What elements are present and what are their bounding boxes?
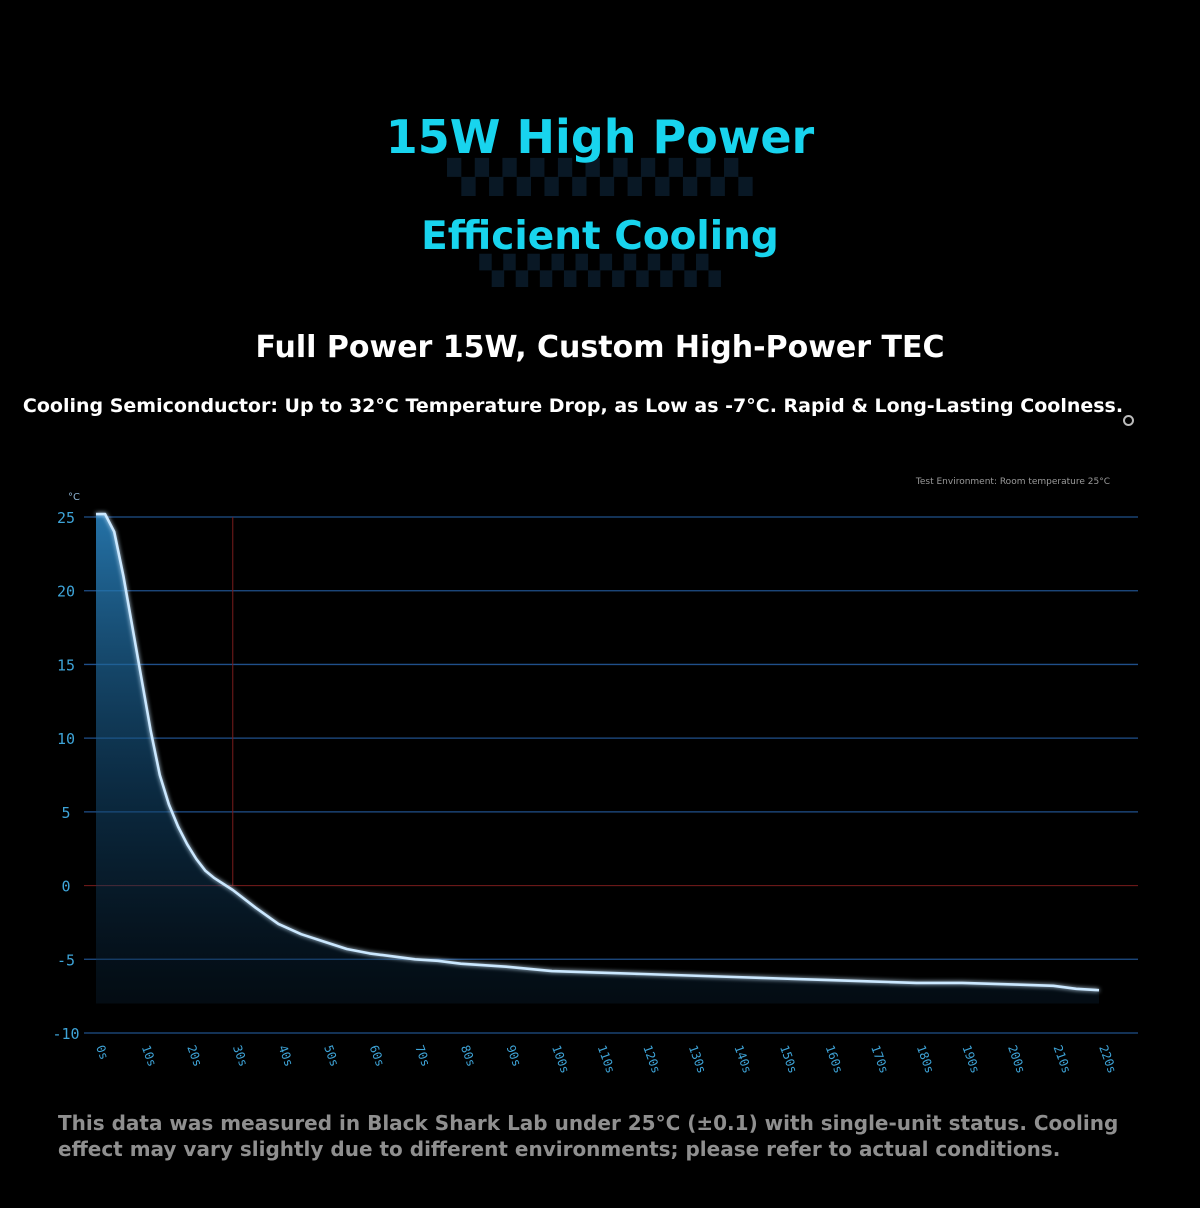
x-tick-label: 60s — [367, 1043, 388, 1068]
temperature-curve — [96, 512, 1100, 992]
headline-subtitle: Efficient Cooling — [421, 214, 779, 259]
y-tick-label: 25 — [57, 509, 75, 527]
headline-title: 15W High Power — [385, 110, 815, 164]
x-tick-label: 30s — [230, 1043, 251, 1068]
y-tick-label: -10 — [52, 1025, 79, 1043]
x-tick-label: 40s — [276, 1043, 297, 1068]
y-axis-ticks: 25 20 15 10 5 0 -5 -10 — [52, 509, 79, 1043]
x-tick-label: 90s — [503, 1043, 524, 1068]
headline-reflection: ▚▚▚▚▚▚▚▚▚▚▚ — [447, 158, 753, 196]
y-axis-unit-label: °C — [68, 492, 80, 503]
x-tick-label: 10s — [139, 1043, 160, 1068]
x-tick-label: 110s — [595, 1043, 618, 1075]
x-axis-ticks: 0s 10s 20s 30s 40s 50s 60s 70s 80s 90s 100s 110s 120… — [93, 1043, 1119, 1075]
test-environment-note: Test Environment: Room temperature 25°C — [915, 477, 1110, 487]
x-tick-label: 220s — [1096, 1043, 1119, 1075]
temperature-chart: 25 20 15 10 5 0 -5 -10 0s 10s 20s 30s 40s 50s 60s 70s 8… — [52, 477, 1138, 1075]
x-tick-label: 210s — [1051, 1043, 1074, 1075]
x-tick-label: 190s — [959, 1043, 982, 1075]
x-tick-label: 150s — [777, 1043, 800, 1075]
x-tick-label: 140s — [731, 1043, 754, 1075]
x-tick-label: 100s — [549, 1043, 572, 1075]
x-tick-label: 120s — [640, 1043, 663, 1075]
circle-icon — [1123, 415, 1134, 426]
x-tick-label: 50s — [321, 1043, 342, 1068]
x-tick-label: 170s — [868, 1043, 891, 1075]
area-layer — [96, 512, 1100, 1004]
y-tick-label: 20 — [57, 583, 75, 601]
x-tick-label: 0s — [93, 1043, 111, 1061]
x-tick-label: 200s — [1005, 1043, 1028, 1075]
y-tick-label: -5 — [57, 951, 75, 969]
y-tick-label: 15 — [57, 656, 75, 674]
y-tick-label: 0 — [61, 878, 70, 896]
x-tick-label: 20s — [184, 1043, 205, 1068]
x-tick-label: 180s — [914, 1043, 937, 1075]
subline-reflection: ▚▚▚▚▚▚▚▚▚▚ — [479, 254, 721, 288]
x-tick-label: 70s — [412, 1043, 433, 1068]
y-tick-label: 5 — [61, 804, 70, 822]
feature-heading: Full Power 15W, Custom High-Power TEC — [255, 330, 945, 365]
x-tick-label: 160s — [823, 1043, 846, 1075]
area-fill — [96, 514, 1099, 1004]
x-tick-label: 80s — [458, 1043, 479, 1068]
feature-description: Cooling Semiconductor: Up to 32°C Temper… — [22, 395, 1124, 417]
disclaimer-text: This data was measured in Black Shark La… — [58, 1111, 1119, 1161]
y-tick-label: 10 — [57, 730, 75, 748]
x-tick-label: 130s — [686, 1043, 709, 1075]
grid-lines — [84, 516, 1138, 1034]
